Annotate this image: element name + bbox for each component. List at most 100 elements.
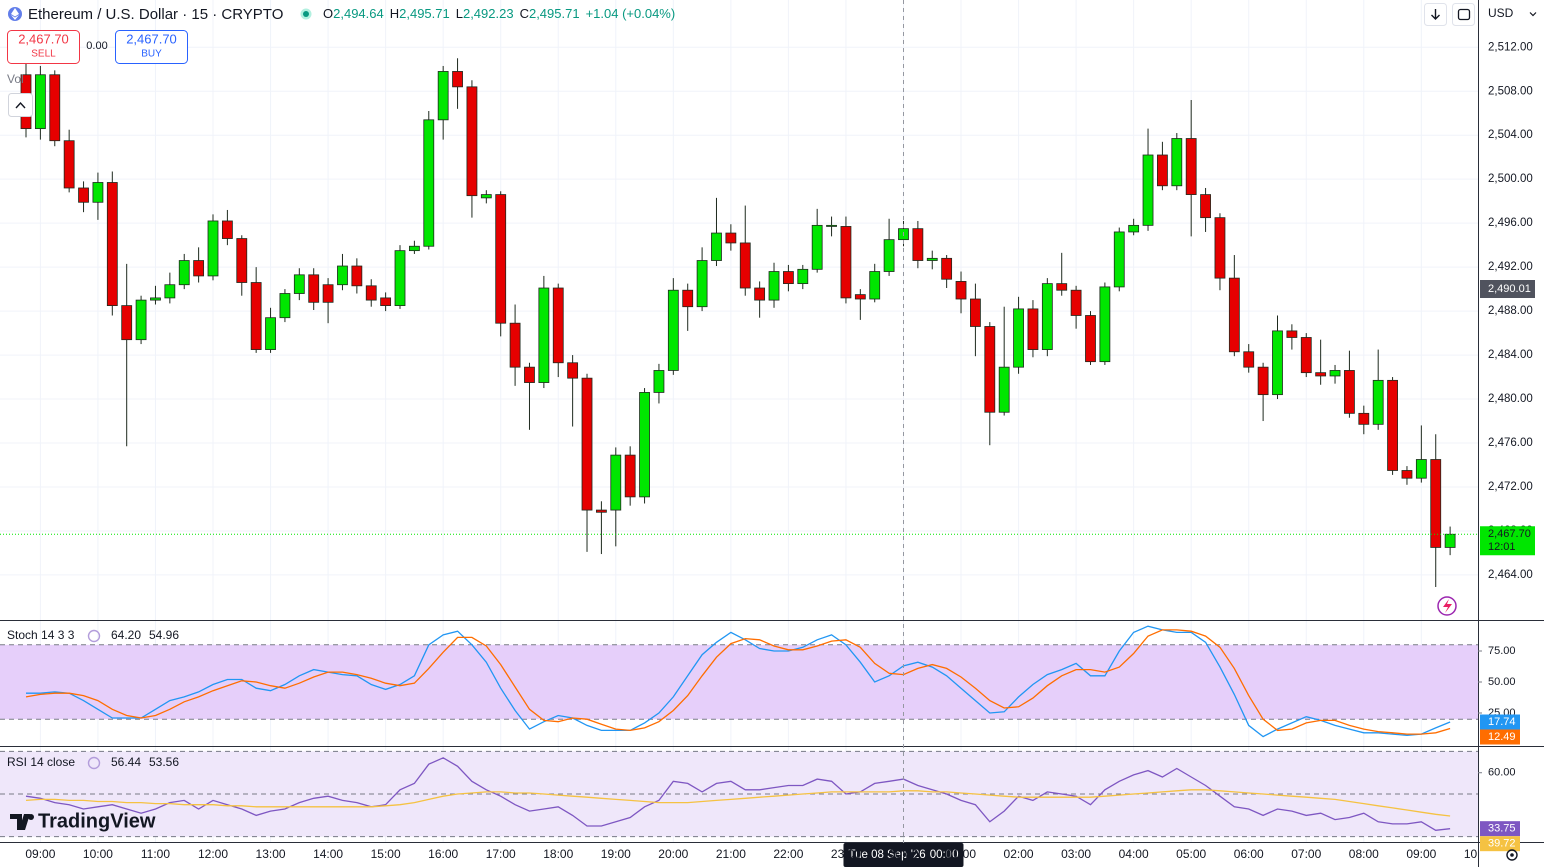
ohlc-key: H bbox=[390, 6, 399, 21]
price-tick-label: 2,484.00 bbox=[1488, 349, 1533, 361]
indicator-line bbox=[26, 625, 1451, 738]
time-tick-label: 17:00 bbox=[486, 847, 516, 861]
indicator-icon[interactable] bbox=[87, 629, 101, 643]
candle-body bbox=[1157, 154, 1168, 187]
time-tick-label: 05:00 bbox=[1176, 847, 1206, 861]
candle-body bbox=[1401, 470, 1413, 479]
buy-button[interactable] bbox=[115, 30, 188, 64]
candle-body bbox=[783, 271, 794, 285]
candle-body bbox=[1027, 308, 1039, 350]
candle-body bbox=[941, 257, 953, 280]
fullscreen-button[interactable] bbox=[1452, 3, 1475, 26]
candle-body bbox=[624, 454, 636, 498]
ohlc-value: 2,492.23 bbox=[463, 6, 514, 21]
ohlc-value: 2,495.71 bbox=[399, 6, 450, 21]
logo-mark bbox=[10, 814, 30, 830]
time-tick-label: 03:00 bbox=[1061, 847, 1091, 861]
buy-price[interactable]: 2,467.70 bbox=[126, 31, 177, 46]
buy-label[interactable]: BUY bbox=[141, 49, 162, 60]
time-tick-label: 07:00 bbox=[1291, 847, 1321, 861]
ohlc-values: O2,494.64 H2,495.71 L2,492.23 C2,495.71 +1.0… bbox=[323, 6, 675, 21]
collapse-button[interactable] bbox=[8, 93, 33, 117]
time-tick-label: 21:00 bbox=[716, 847, 746, 861]
last-value-label: 33.75 bbox=[1488, 823, 1516, 835]
settings-icon[interactable] bbox=[1506, 849, 1518, 861]
last-value-box bbox=[1480, 714, 1520, 730]
indicator-line bbox=[25, 789, 1451, 817]
candle-body bbox=[121, 305, 133, 341]
candle-body bbox=[34, 74, 46, 130]
currency-select[interactable] bbox=[1479, 0, 1544, 28]
indicator-legend-value: 54.96 bbox=[149, 628, 179, 642]
candle-body bbox=[1085, 315, 1096, 363]
last-value-box bbox=[1480, 821, 1520, 837]
candle-body bbox=[725, 232, 737, 244]
indicator-legend-value: 56.44 bbox=[111, 755, 141, 769]
time-tick-label: 08:00 bbox=[1349, 847, 1379, 861]
candle-body bbox=[1070, 289, 1082, 316]
candle-body bbox=[1272, 330, 1283, 396]
candle-body bbox=[581, 377, 593, 511]
indicator-legend-value: 64.20 bbox=[111, 628, 141, 642]
crosshair-date: Tue 08 Sep '26 bbox=[848, 849, 925, 861]
ohlc-change: +1.04 (+0.04%) bbox=[586, 6, 676, 21]
assistant-icon[interactable] bbox=[1437, 596, 1457, 616]
candle-body bbox=[1200, 194, 1211, 219]
indicator-tick-label: 50.00 bbox=[1488, 676, 1516, 688]
price-tick-label: 2,496.00 bbox=[1488, 217, 1533, 229]
candle-body bbox=[63, 140, 75, 189]
candle-body bbox=[1128, 224, 1140, 233]
candle-body bbox=[639, 392, 650, 498]
last-value-box bbox=[1480, 836, 1520, 852]
candle-body bbox=[955, 281, 967, 300]
candle-body bbox=[1041, 283, 1053, 350]
candle-body bbox=[854, 294, 866, 300]
sell-label[interactable]: SELL bbox=[31, 49, 56, 60]
last-value-label: 12.49 bbox=[1488, 731, 1516, 743]
time-tick-label: 06:00 bbox=[1234, 847, 1264, 861]
last-price-label: 2,467.70 bbox=[1488, 528, 1531, 540]
candle-body bbox=[164, 284, 176, 299]
candle-body bbox=[610, 454, 622, 511]
download-icon bbox=[1431, 9, 1440, 20]
candle-body bbox=[1171, 138, 1183, 187]
time-tick-label: 00:00 bbox=[888, 847, 918, 861]
candle-body bbox=[1013, 308, 1024, 368]
indicator-title: Stoch 14 3 3 bbox=[7, 628, 75, 642]
time-tick-label: 11:00 bbox=[141, 847, 170, 861]
last-price-box bbox=[1480, 526, 1535, 556]
candle-body bbox=[1056, 283, 1068, 291]
candle-body bbox=[322, 284, 334, 303]
candle-body bbox=[739, 242, 751, 289]
indicator-icon[interactable] bbox=[87, 756, 101, 770]
crosshair-price-box bbox=[1480, 280, 1535, 299]
sell-price[interactable]: 2,467.70 bbox=[18, 31, 69, 46]
candle-body bbox=[1344, 370, 1355, 414]
settings-icon-center bbox=[1510, 853, 1514, 857]
candle-body bbox=[1387, 379, 1398, 471]
candle-body bbox=[826, 224, 837, 227]
candle-body bbox=[883, 239, 895, 272]
candle-body bbox=[480, 194, 492, 199]
collapse-icon bbox=[15, 101, 26, 109]
time-tick-label: 10:00 bbox=[83, 847, 113, 861]
candle-body bbox=[970, 298, 981, 327]
ohlc-key: L bbox=[456, 6, 463, 21]
time-tick-label: 18:00 bbox=[543, 847, 573, 861]
candle-body bbox=[1185, 138, 1197, 195]
time-tick-label: 14:00 bbox=[313, 847, 343, 861]
currency-label[interactable]: USD bbox=[1488, 6, 1514, 20]
candle-body bbox=[49, 74, 61, 142]
candle-body bbox=[711, 232, 722, 261]
candle-body bbox=[1444, 533, 1456, 548]
candle-body bbox=[797, 268, 809, 285]
time-tick-label: 01:00 bbox=[946, 847, 976, 861]
time-tick-label: 15:00 bbox=[371, 847, 401, 861]
sell-button[interactable] bbox=[7, 30, 80, 64]
spread: 0.00 bbox=[86, 40, 107, 52]
symbol-icon-mark bbox=[11, 8, 19, 20]
candle-body bbox=[811, 224, 823, 270]
candle-body bbox=[106, 182, 118, 307]
price-tick-label: 2,464.00 bbox=[1488, 569, 1533, 581]
